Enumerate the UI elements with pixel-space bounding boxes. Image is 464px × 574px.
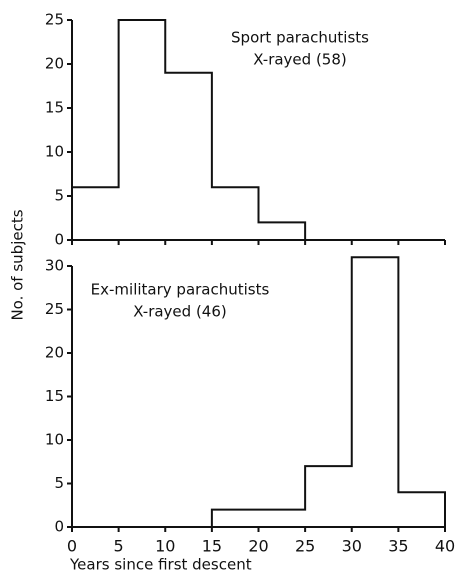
histogram-bar xyxy=(305,466,352,527)
x-tick-label: 10 xyxy=(155,537,175,556)
x-axis-label: Years since first descent xyxy=(69,556,252,574)
histogram-bar xyxy=(259,222,306,240)
y-tick-label: 10 xyxy=(45,143,64,161)
y-tick-label: 10 xyxy=(45,431,64,449)
y-tick-label: 25 xyxy=(45,300,64,318)
y-tick-label: 30 xyxy=(45,257,64,275)
x-tick-label: 25 xyxy=(295,537,315,556)
y-tick-label: 15 xyxy=(45,99,64,117)
y-tick-label: 0 xyxy=(54,518,64,536)
histogram-bar xyxy=(212,510,259,527)
histogram-bar xyxy=(352,257,399,527)
x-tick-label: 15 xyxy=(202,537,222,556)
y-tick-label: 0 xyxy=(54,231,64,249)
annotation: Ex-military parachutists xyxy=(91,281,270,299)
histogram-outline xyxy=(71,19,445,241)
annotation: X-rayed (46) xyxy=(133,303,227,321)
histogram-bar xyxy=(165,73,212,240)
histogram-bar xyxy=(259,510,306,527)
y-axis-label: No. of subjects xyxy=(9,209,27,320)
histogram-bar xyxy=(212,187,259,240)
histogram-bar xyxy=(398,492,445,527)
x-tick-label: 5 xyxy=(114,537,124,556)
histogram-bar xyxy=(72,187,119,240)
y-tick-label: 25 xyxy=(45,11,64,29)
y-tick-label: 5 xyxy=(54,474,64,492)
y-tick-label: 20 xyxy=(45,55,64,73)
y-tick-label: 15 xyxy=(45,387,64,405)
x-tick-label: 35 xyxy=(388,537,408,556)
x-tick-label: 30 xyxy=(342,537,362,556)
x-tick-label: 0 xyxy=(67,537,77,556)
x-tick-label: 20 xyxy=(248,537,268,556)
annotation: X-rayed (58) xyxy=(253,51,347,69)
x-tick-label: 40 xyxy=(435,537,455,556)
histogram-bar xyxy=(119,20,166,240)
y-tick-label: 5 xyxy=(54,187,64,205)
annotation: Sport parachutists xyxy=(231,29,369,47)
y-tick-label: 20 xyxy=(45,344,64,362)
histogram-outline xyxy=(72,256,446,528)
